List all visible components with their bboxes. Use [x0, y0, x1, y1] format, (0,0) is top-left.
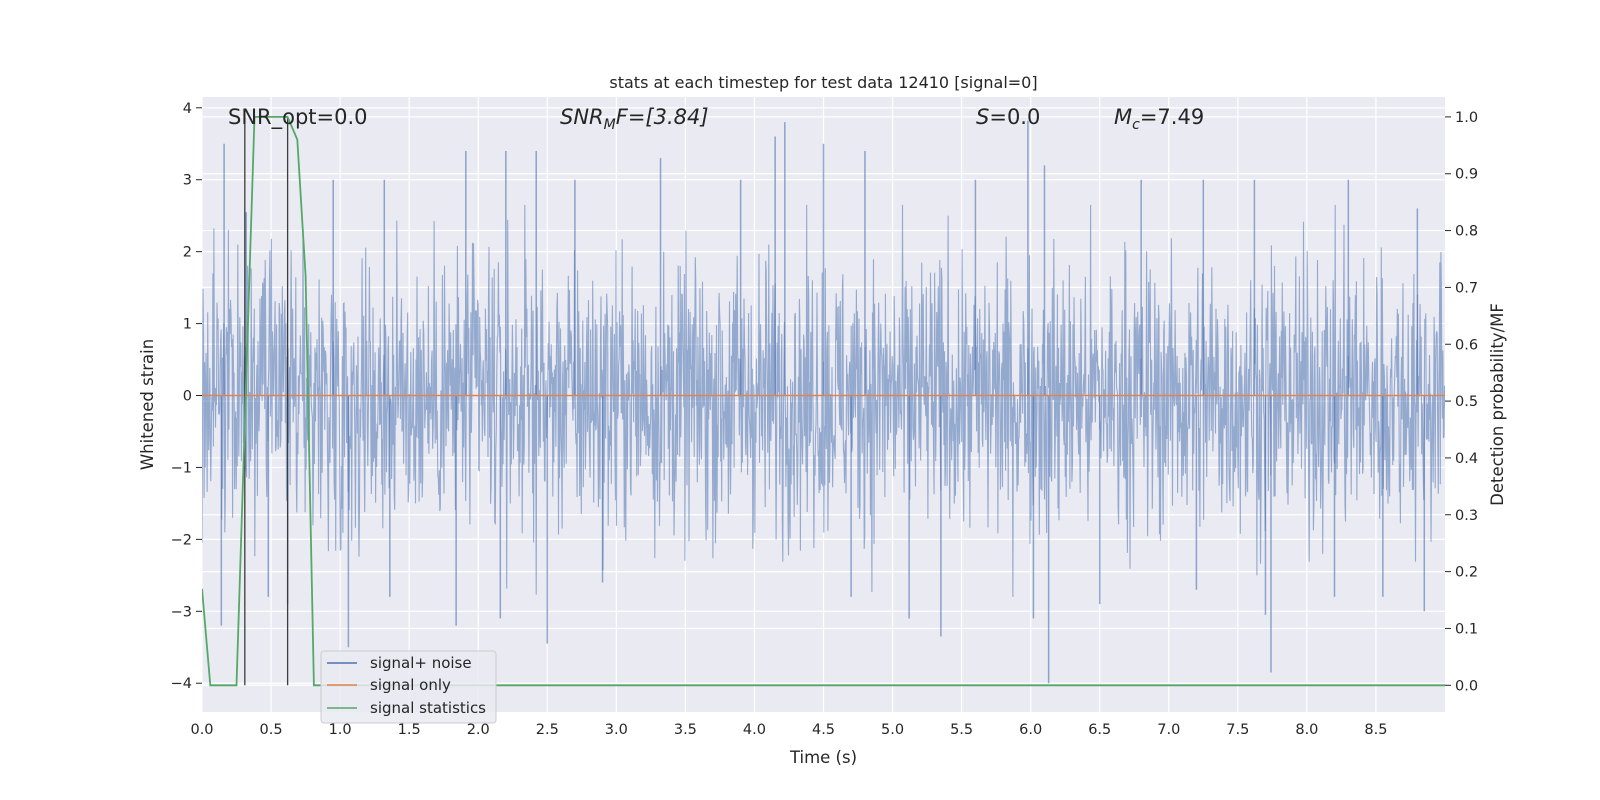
x-tick-label: 3.5 [674, 722, 697, 738]
legend: signal+ noise signal only signal statist… [320, 650, 497, 724]
x-tick-label: 4.5 [812, 722, 835, 738]
right-y-tick-label: 0.8 [1455, 224, 1478, 240]
x-tick-label: 1.5 [398, 722, 421, 738]
x-tick-label: 2.5 [536, 722, 559, 738]
annotation-snr-mf-base: SNR [560, 105, 604, 129]
x-tick-label: 7.0 [1157, 722, 1180, 738]
y-tick-label: −1 [171, 460, 192, 476]
legend-label-signal-only: signal only [370, 676, 451, 694]
annotation-snr-mf-tail: F=[3.84] [616, 105, 709, 129]
y-tick-label: 3 [183, 173, 192, 189]
right-y-tick-label: 0.7 [1455, 280, 1478, 296]
right-y-axis-ticks: 1.0 0.9 0.8 0.7 0.6 0.5 0.4 0.3 0.2 0.1 0.0 [1445, 110, 1478, 694]
legend-label-signal-statistics: signal statistics [370, 699, 486, 717]
series-signal-plus-noise [202, 204, 1445, 597]
annotations: SNR_opt=0.0 SNRMF=[3.84] S=0.0 Mc=7.49 [228, 105, 1204, 133]
annotation-snr-mf-tail-text: F=[3.84] [616, 105, 709, 129]
x-tick-label: 8.5 [1364, 722, 1387, 738]
annotation-mc-tail: =7.49 [1140, 105, 1204, 129]
y-tick-label: 2 [183, 245, 192, 261]
annotation-snr-opt: SNR_opt=0.0 [228, 105, 368, 130]
x-tick-label: 6.5 [1088, 722, 1111, 738]
right-y-tick-label: 1.0 [1455, 110, 1478, 126]
right-y-tick-label: 0.2 [1455, 565, 1478, 581]
x-tick-label: 7.5 [1226, 722, 1249, 738]
right-y-tick-label: 0.5 [1455, 394, 1478, 410]
x-axis-label: Time (s) [789, 748, 857, 767]
annotation-mc: Mc=7.49 [1114, 105, 1204, 133]
x-tick-label: 2.0 [467, 722, 490, 738]
annotation-mc-sub: c [1132, 117, 1140, 133]
y-tick-label: 1 [183, 317, 192, 333]
y-tick-label: −4 [171, 676, 192, 692]
x-tick-label: 5.0 [881, 722, 904, 738]
x-tick-label: 3.0 [605, 722, 628, 738]
annotation-snr-mf-sub: M [604, 117, 616, 133]
x-tick-label: 8.0 [1295, 722, 1318, 738]
y-tick-label: 4 [183, 101, 192, 117]
right-y-tick-label: 0.4 [1455, 451, 1478, 467]
right-y-tick-label: 0.0 [1455, 678, 1478, 694]
y-tick-label: −3 [171, 604, 192, 620]
annotation-s-base: S [976, 105, 989, 129]
y-tick-label: 0 [183, 389, 192, 405]
legend-box [320, 650, 497, 724]
legend-label-signal-plus-noise: signal+ noise [370, 654, 472, 672]
right-y-tick-label: 0.1 [1455, 621, 1478, 637]
noise-spikes [220, 120, 1426, 684]
x-tick-label: 0.5 [260, 722, 283, 738]
plot-series [202, 116, 1445, 687]
annotation-s-tail: =0.0 [989, 105, 1040, 129]
series-signal-statistics [202, 116, 1445, 687]
right-y-axis-label: Detection probability/MF [1488, 303, 1507, 506]
right-y-tick-label: 0.6 [1455, 337, 1478, 353]
annotation-snr-mf: SNRMF=[3.84] [560, 105, 709, 133]
y-axis-label: Whitened strain [138, 339, 157, 470]
y-tick-label: −2 [171, 532, 192, 548]
x-tick-label: 4.0 [743, 722, 766, 738]
x-tick-label: 6.0 [1019, 722, 1042, 738]
right-y-tick-label: 0.3 [1455, 508, 1478, 524]
x-tick-label: 5.5 [950, 722, 973, 738]
x-axis-ticks: 0.0 0.5 1.0 1.5 2.0 2.5 3.0 3.5 4.0 4.5 5.0 5.5 6.0 6… [190, 722, 1387, 738]
annotation-mc-base: M [1114, 105, 1132, 129]
x-tick-label: 0.0 [190, 722, 213, 738]
chart-title: stats at each timestep for test data 124… [609, 73, 1037, 92]
y-axis-ticks: 4 3 2 1 0 −1 −2 −3 −4 [171, 101, 202, 692]
annotation-s: S=0.0 [976, 105, 1040, 129]
x-tick-label: 1.0 [329, 722, 352, 738]
right-y-tick-label: 0.9 [1455, 167, 1478, 183]
